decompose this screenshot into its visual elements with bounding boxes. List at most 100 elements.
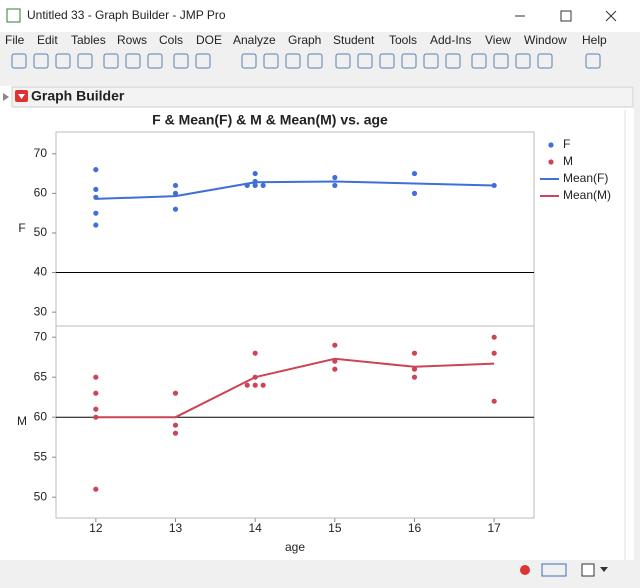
- toolbar-button[interactable]: [585, 53, 601, 69]
- menu-item[interactable]: Graph: [288, 33, 321, 47]
- toolbar-button[interactable]: [195, 53, 211, 69]
- data-point: [93, 374, 99, 380]
- close-button[interactable]: [605, 10, 617, 22]
- data-point: [172, 182, 179, 189]
- x-tick-label: 14: [248, 521, 262, 535]
- status-bar: [0, 560, 640, 588]
- menu-item[interactable]: Cols: [159, 33, 183, 47]
- menu-item[interactable]: Rows: [117, 33, 147, 47]
- toolbar-button[interactable]: [147, 53, 163, 69]
- legend-label: Mean(M): [563, 188, 611, 202]
- menu-bar: File Edit Tables Rows Cols DOE Analyze Graph Stu…: [5, 33, 607, 47]
- y-axis-label: M: [17, 414, 27, 428]
- data-point: [332, 174, 338, 181]
- y-tick-label: 40: [34, 265, 48, 279]
- toolbar-button[interactable]: [307, 53, 323, 69]
- x-tick-label: 15: [328, 521, 342, 535]
- toolbar-icons: [11, 53, 601, 69]
- menu-item[interactable]: Tools: [389, 33, 417, 47]
- data-point: [172, 190, 179, 196]
- data-point: [252, 382, 258, 388]
- chart: 12 13 14 15 16 17 age F 30 40 50 60 70 F Mean(F) M 50 55 6…: [17, 131, 611, 554]
- y-tick-label: 30: [34, 304, 48, 318]
- x-tick-label: 13: [169, 521, 183, 535]
- disclosure-icon[interactable]: [3, 93, 9, 101]
- data-point: [332, 342, 338, 348]
- toolbar-button[interactable]: [379, 53, 395, 69]
- data-point: [411, 170, 418, 177]
- toolbar-button[interactable]: [55, 53, 71, 69]
- y-tick-label: 70: [34, 146, 48, 160]
- window-title: Untitled 33 - Graph Builder - JMP Pro: [27, 8, 226, 22]
- menu-item[interactable]: Window: [524, 33, 567, 47]
- status-error-icon[interactable]: [520, 565, 530, 575]
- menu-item[interactable]: View: [485, 33, 511, 47]
- legend-marker: [548, 142, 554, 148]
- toolbar-button[interactable]: [423, 53, 439, 69]
- data-point: [93, 186, 99, 193]
- panel-header: [11, 86, 634, 108]
- toolbar-button[interactable]: [173, 53, 189, 69]
- toolbar-button[interactable]: [125, 53, 141, 69]
- data-point: [491, 334, 497, 340]
- toolbar-button[interactable]: [471, 53, 487, 69]
- panel-title: Graph Builder: [31, 88, 125, 104]
- menu-item[interactable]: Help: [582, 33, 607, 47]
- y-tick-label: 50: [34, 489, 48, 503]
- data-point: [260, 382, 266, 388]
- data-point: [93, 222, 99, 228]
- title-bar: [0, 0, 640, 32]
- status-dropdown[interactable]: [600, 567, 608, 572]
- data-point: [411, 350, 418, 356]
- toolbar-button[interactable]: [357, 53, 373, 69]
- data-point: [93, 390, 99, 396]
- x-axis-label: age: [285, 540, 305, 554]
- data-point: [332, 182, 338, 189]
- toolbar-button[interactable]: [11, 53, 27, 69]
- toolbar-button[interactable]: [445, 53, 461, 69]
- mean-line: [95, 180, 495, 200]
- legend-label: F: [563, 137, 570, 151]
- maximize-button[interactable]: [560, 10, 572, 22]
- plot-frame: [55, 325, 535, 519]
- y-tick-label: 55: [34, 449, 48, 463]
- y-tick-label: 50: [34, 225, 48, 239]
- report-area: [0, 86, 634, 560]
- menu-item[interactable]: Student: [333, 33, 375, 47]
- data-point: [93, 210, 99, 216]
- toolbar-button[interactable]: [285, 53, 301, 69]
- mean-line: [95, 357, 495, 419]
- toolbar-button[interactable]: [515, 53, 531, 69]
- data-point: [172, 390, 179, 396]
- x-tick-label: 12: [89, 521, 103, 535]
- toolbar-button[interactable]: [33, 53, 49, 69]
- toolbar-button[interactable]: [401, 53, 417, 69]
- x-tick-label: 16: [408, 521, 422, 535]
- legend-marker: [548, 159, 554, 165]
- toolbar-button[interactable]: [77, 53, 93, 69]
- toolbar-button[interactable]: [241, 53, 257, 69]
- menu-item[interactable]: DOE: [196, 33, 222, 47]
- menu-item[interactable]: Analyze: [233, 33, 276, 47]
- status-home-icon[interactable]: [541, 563, 567, 577]
- status-window-icon[interactable]: [581, 563, 595, 577]
- data-point: [172, 422, 179, 428]
- menu-item[interactable]: Edit: [37, 33, 58, 47]
- menu-item[interactable]: Tables: [71, 33, 106, 47]
- toolbar-button[interactable]: [335, 53, 351, 69]
- data-point: [491, 398, 497, 404]
- toolbar-button[interactable]: [493, 53, 509, 69]
- legend-label: M: [563, 154, 573, 168]
- y-tick-label: 70: [34, 329, 48, 343]
- toolbar-button[interactable]: [103, 53, 119, 69]
- toolbar-button[interactable]: [263, 53, 279, 69]
- data-point: [93, 486, 99, 492]
- legend-label: Mean(F): [563, 171, 608, 185]
- data-point: [244, 382, 250, 388]
- toolbar-button[interactable]: [537, 53, 553, 69]
- y-tick-label: 60: [34, 186, 48, 200]
- data-point: [411, 190, 418, 196]
- menu-item[interactable]: Add-Ins: [430, 33, 471, 47]
- red-triangle-glyph: [18, 94, 25, 99]
- menu-item[interactable]: File: [5, 33, 25, 47]
